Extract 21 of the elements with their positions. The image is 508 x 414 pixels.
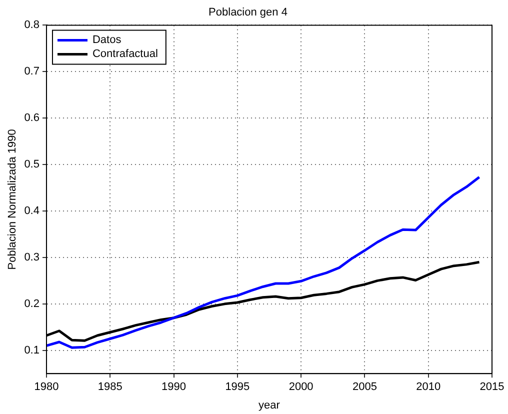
x-tick-label: 2000 xyxy=(288,381,314,394)
chart-title: Poblacion gen 4 xyxy=(208,6,288,19)
x-tick-label: 1990 xyxy=(162,381,186,394)
y-tick-label: 0.1 xyxy=(24,344,40,356)
y-tick-label: 0.8 xyxy=(24,19,40,32)
y-tick-label: 0.2 xyxy=(24,298,40,310)
y-tick-label: 0.4 xyxy=(24,205,40,218)
y-tick-label: 0.3 xyxy=(24,252,40,264)
legend-label: Datos xyxy=(92,34,122,46)
y-axis-title: Poblacion Normalizada 1990 xyxy=(6,129,19,270)
x-tick-label: 1995 xyxy=(225,381,250,394)
x-tick-label: 1980 xyxy=(34,381,59,394)
x-tick-label: 2005 xyxy=(352,381,377,394)
x-tick-label: 2015 xyxy=(480,381,504,394)
y-tick-label: 0.6 xyxy=(24,112,40,124)
legend-label: Contrafactual xyxy=(92,48,158,60)
x-axis-title: year xyxy=(258,399,280,412)
x-tick-label: 1985 xyxy=(98,381,122,394)
y-tick-label: 0.7 xyxy=(24,66,40,78)
y-tick-label: 0.5 xyxy=(24,158,40,171)
x-tick-label: 2010 xyxy=(416,381,441,394)
